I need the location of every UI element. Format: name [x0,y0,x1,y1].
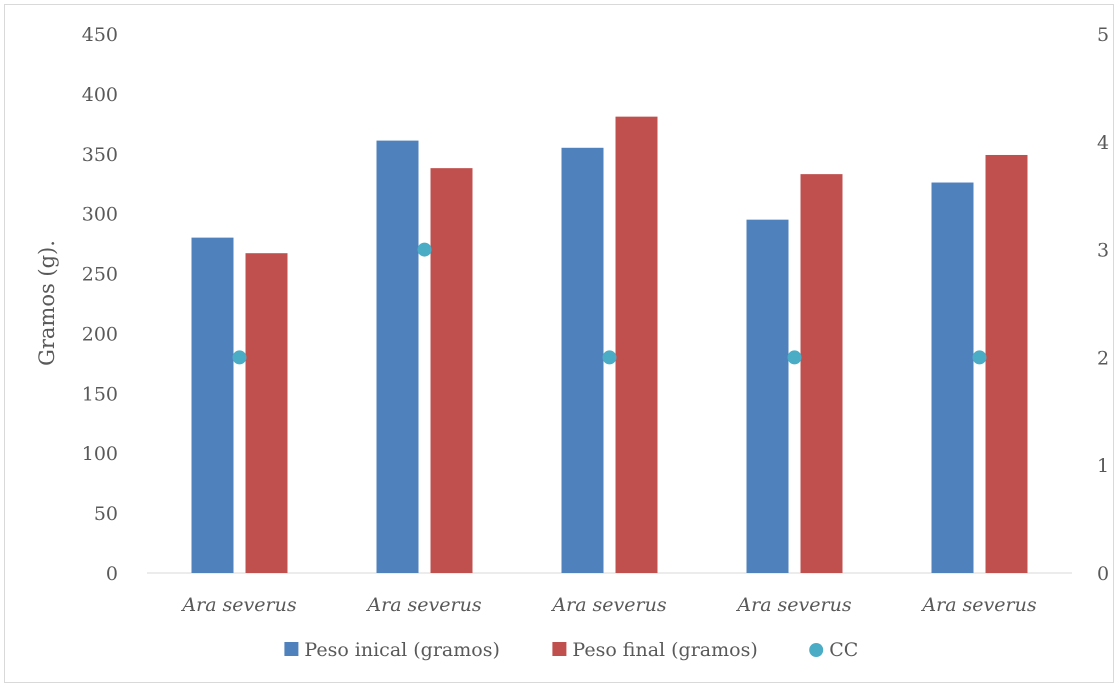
y2-tick-label: 2 [1097,347,1109,369]
legend-swatch [284,642,299,656]
y2-tick-label: 0 [1097,563,1109,585]
bar [561,147,604,574]
bar [376,140,419,573]
cc-point [787,350,802,365]
y-tick-label: 50 [94,503,118,525]
bar [746,219,789,573]
bar [800,174,843,573]
bar [430,168,473,573]
bar [191,237,234,573]
legend-label: Peso inical (gramos) [304,639,499,661]
y-tick-label: 350 [82,144,118,166]
y-tick-label: 400 [82,84,118,106]
cc-point [602,350,617,365]
points [232,242,987,365]
y2-tick-label: 1 [1097,455,1109,477]
y-tick-label: 0 [106,563,118,585]
axes: 0 50 100 150 200 250 300 350 400 450 0 1 2 3 4 5 Ara sev… [82,24,1109,616]
bar [985,154,1028,573]
bar [931,182,974,573]
legend-marker [809,643,824,657]
legend-label: CC [829,639,858,661]
y2-tick-label: 4 [1097,132,1109,154]
x-category-label: Ara severus [735,594,851,616]
y-tick-label: 300 [82,204,118,226]
bar [245,253,288,573]
bars [191,116,1028,574]
bar [615,116,658,573]
legend-swatch [552,642,567,656]
x-category-label: Ara severus [365,594,481,616]
cc-point [232,350,247,365]
legend-label: Peso final (gramos) [572,639,757,661]
y2-tick-label: 5 [1097,24,1109,46]
y-axis-label: Gramos (g). [35,240,59,366]
chart-frame [4,4,1114,683]
y-tick-label: 200 [82,323,118,345]
cc-point [972,350,987,365]
y-tick-label: 450 [82,24,118,46]
y-tick-label: 100 [82,443,118,465]
x-category-label: Ara severus [920,594,1036,616]
x-category-label: Ara severus [180,594,296,616]
y-tick-label: 150 [82,383,118,405]
y-tick-label: 250 [82,264,118,286]
y2-tick-label: 3 [1097,240,1109,262]
x-category-label: Ara severus [550,594,666,616]
cc-point [417,242,432,257]
legend: Peso inical (gramos) Peso final (gramos) C… [284,639,858,661]
